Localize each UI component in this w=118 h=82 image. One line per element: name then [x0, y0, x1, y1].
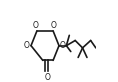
Text: O: O: [60, 41, 66, 50]
Text: O: O: [33, 21, 39, 30]
Text: O: O: [45, 73, 51, 82]
Text: O: O: [51, 21, 56, 30]
Text: O: O: [24, 41, 30, 50]
